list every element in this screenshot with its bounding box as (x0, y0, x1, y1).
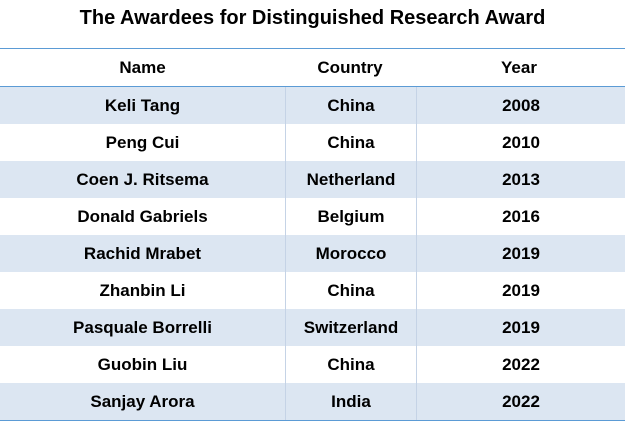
header-year: Year (415, 49, 623, 86)
table-body: Keli Tang China 2008 Peng Cui China 2010… (0, 87, 625, 421)
table-title: The Awardees for Distinguished Research … (79, 7, 546, 29)
cell-name: Coen J. Ritsema (0, 161, 285, 198)
cell-year: 2019 (417, 235, 625, 272)
table-row: Donald Gabriels Belgium 2016 (0, 198, 625, 235)
cell-year: 2010 (417, 124, 625, 161)
cell-name: Sanjay Arora (0, 383, 285, 420)
cell-name: Rachid Mrabet (0, 235, 285, 272)
cell-name: Peng Cui (0, 124, 285, 161)
table-row: Sanjay Arora India 2022 (0, 383, 625, 421)
cell-year: 2022 (417, 346, 625, 383)
cell-country: China (285, 346, 417, 383)
header-country: Country (285, 49, 415, 86)
cell-name: Zhanbin Li (0, 272, 285, 309)
cell-country: China (285, 272, 417, 309)
cell-country: China (285, 124, 417, 161)
cell-country: Switzerland (285, 309, 417, 346)
cell-country: Netherland (285, 161, 417, 198)
cell-name: Pasquale Borrelli (0, 309, 285, 346)
cell-name: Donald Gabriels (0, 198, 285, 235)
cell-country: China (285, 87, 417, 124)
table-row: Guobin Liu China 2022 (0, 346, 625, 383)
header-name: Name (0, 49, 285, 86)
cell-country: Morocco (285, 235, 417, 272)
cell-name: Keli Tang (0, 87, 285, 124)
table-row: Coen J. Ritsema Netherland 2013 (0, 161, 625, 198)
table-row: Peng Cui China 2010 (0, 124, 625, 161)
table-row: Pasquale Borrelli Switzerland 2019 (0, 309, 625, 346)
cell-year: 2008 (417, 87, 625, 124)
cell-year: 2019 (417, 272, 625, 309)
cell-year: 2022 (417, 383, 625, 420)
cell-country: India (285, 383, 417, 420)
table-header-row: Name Country Year (0, 49, 625, 87)
cell-name: Guobin Liu (0, 346, 285, 383)
cell-year: 2019 (417, 309, 625, 346)
cell-year: 2013 (417, 161, 625, 198)
table-row: Keli Tang China 2008 (0, 87, 625, 124)
cell-year: 2016 (417, 198, 625, 235)
awardees-table: Name Country Year Keli Tang China 2008 P… (0, 48, 625, 421)
table-row: Zhanbin Li China 2019 (0, 272, 625, 309)
cell-country: Belgium (285, 198, 417, 235)
table-row: Rachid Mrabet Morocco 2019 (0, 235, 625, 272)
